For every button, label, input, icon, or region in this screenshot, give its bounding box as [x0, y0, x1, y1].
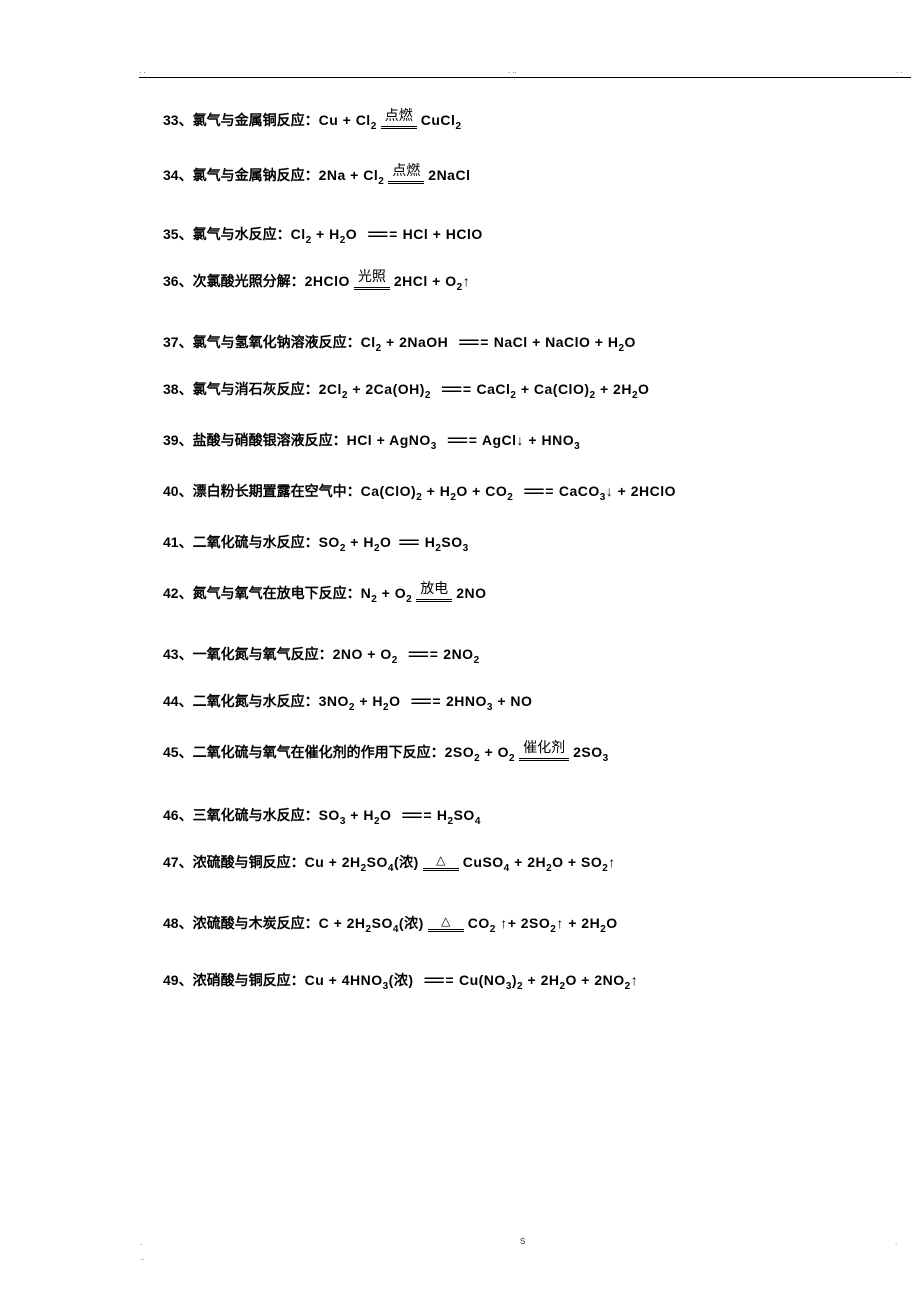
footer-dot-left: . — [140, 1238, 142, 1247]
equation-row: 49、浓硝酸与铜反应：Cu + 4HNO3(浓) ==== Cu(NO3)2 +… — [163, 970, 843, 991]
equation-number: 44、 — [163, 691, 193, 712]
equation-description: 二氧化硫与氧气在催化剂的作用下反应： — [193, 742, 445, 763]
equations-container: 33、氯气与金属铜反应：Cu + Cl2 点燃 CuCl2 34、氯气与金属钠反应… — [163, 110, 843, 1021]
equation-row: 47、浓硫酸与铜反应：Cu + 2H2SO4(浓) △ CuSO4 + 2H2O… — [163, 852, 843, 873]
equation-row: 40、漂白粉长期置露在空气中：Ca(ClO)2 + H2O + CO2 ====… — [163, 481, 843, 502]
equation-row: 39、盐酸与硝酸银溶液反应：HCl + AgNO3 ==== AgCl↓ + H… — [163, 430, 843, 451]
equation-number: 49、 — [163, 970, 193, 991]
equation-number: 47、 — [163, 852, 193, 873]
equation-lhs: Cu + Cl2 — [319, 110, 377, 131]
equation-lhs: 2Na + Cl2 — [319, 165, 385, 186]
equation-description: 漂白粉长期置露在空气中： — [193, 481, 361, 502]
equation-number: 43、 — [163, 644, 193, 665]
equation-description: 盐酸与硝酸银溶液反应： — [193, 430, 347, 451]
equation-formula: Cu + 4HNO3(浓) ==== Cu(NO3)2 + 2H2O + 2NO… — [305, 970, 639, 991]
equation-lhs: 2SO2 + O2 — [445, 742, 516, 763]
equation-number: 46、 — [163, 805, 193, 826]
equation-row: 35、氯气与水反应：Cl2 + H2O ==== HCl + HClO — [163, 224, 843, 245]
footer-dot-right: . — [895, 1238, 897, 1247]
equation-number: 33、 — [163, 110, 193, 131]
equation-number: 36、 — [163, 271, 193, 292]
equation-number: 41、 — [163, 532, 193, 553]
equation-number: 40、 — [163, 481, 193, 502]
equation-row: 42、氮气与氧气在放电下反应：N2 + O2放电 2NO — [163, 583, 843, 604]
equation-description: 氯气与氢氧化钠溶液反应： — [193, 332, 361, 353]
equation-description: 二氧化氮与水反应： — [193, 691, 319, 712]
equation-description: 氯气与金属铜反应： — [193, 110, 319, 131]
equation-row: 36、次氯酸光照分解：2HClO光照 2HCl + O2↑ — [163, 271, 843, 292]
equation-row: 41、二氧化硫与水反应：SO2 + H2O === H2SO3 — [163, 532, 843, 553]
equation-rhs: 2NaCl — [428, 165, 470, 186]
equation-description: 氯气与水反应： — [193, 224, 291, 245]
equation-rhs: 2NO — [456, 583, 486, 604]
equation-number: 35、 — [163, 224, 193, 245]
footer-dots-bottom-left: .. — [140, 1253, 144, 1262]
equation-description: 氯气与金属钠反应： — [193, 165, 319, 186]
equation-rhs: 2SO3 — [573, 742, 609, 763]
equation-rhs: CuSO4 + 2H2O + SO2↑ — [463, 852, 616, 873]
equation-lhs: Cu + 2H2SO4(浓) — [305, 852, 419, 873]
equation-number: 42、 — [163, 583, 193, 604]
equation-description: 次氯酸光照分解： — [193, 271, 305, 292]
equation-description: 浓硫酸与木炭反应： — [193, 913, 319, 934]
equation-description: 二氧化硫与水反应： — [193, 532, 319, 553]
equation-row: 33、氯气与金属铜反应：Cu + Cl2 点燃 CuCl2 — [163, 110, 843, 131]
equation-formula: Cl2 + H2O ==== HCl + HClO — [291, 224, 483, 245]
equation-rhs: CuCl2 — [421, 110, 462, 131]
equation-formula: 2NO + O2 ==== 2NO2 — [333, 644, 480, 665]
equation-description: 氯气与消石灰反应： — [193, 379, 319, 400]
equation-row: 44、二氧化氮与水反应：3NO2 + H2O ==== 2HNO3 + NO — [163, 691, 843, 712]
equation-row: 43、一氧化氮与氧气反应：2NO + O2 ==== 2NO2 — [163, 644, 843, 665]
equation-row: 34、氯气与金属钠反应：2Na + Cl2点燃 2NaCl — [163, 165, 843, 186]
equation-number: 38、 — [163, 379, 193, 400]
equation-formula: Ca(ClO)2 + H2O + CO2 ==== CaCO3↓ + 2HClO — [361, 481, 676, 502]
equation-description: 氮气与氧气在放电下反应： — [193, 583, 361, 604]
equation-rhs: CO2 ↑+ 2SO2↑ + 2H2O — [468, 913, 618, 934]
equation-number: 37、 — [163, 332, 193, 353]
footer-page-marker: s — [520, 1235, 526, 1247]
equation-lhs: N2 + O2 — [361, 583, 413, 604]
header-dots-right: . . — [896, 66, 903, 75]
equation-description: 一氧化氮与氧气反应： — [193, 644, 333, 665]
equation-row: 46、三氧化硫与水反应：SO3 + H2O ==== H2SO4 — [163, 805, 843, 826]
equation-formula: HCl + AgNO3 ==== AgCl↓ + HNO3 — [347, 430, 581, 451]
equation-number: 48、 — [163, 913, 193, 934]
equation-number: 39、 — [163, 430, 193, 451]
equation-lhs: C + 2H2SO4(浓) — [319, 913, 424, 934]
equation-rhs: 2HCl + O2↑ — [394, 271, 470, 292]
equation-row: 45、二氧化硫与氧气在催化剂的作用下反应：2SO2 + O2催化剂 2SO3 — [163, 742, 843, 763]
equation-number: 34、 — [163, 165, 193, 186]
equation-formula: SO3 + H2O ==== H2SO4 — [319, 805, 481, 826]
header-rule — [139, 77, 911, 78]
equation-formula: Cl2 + 2NaOH ==== NaCl + NaClO + H2O — [361, 332, 636, 353]
equation-lhs: 2HClO — [305, 271, 350, 292]
header-dots-mid: . .. — [508, 66, 517, 75]
equation-row: 48、浓硫酸与木炭反应：C + 2H2SO4(浓) △ CO2 ↑+ 2SO2↑… — [163, 913, 843, 934]
equation-formula: SO2 + H2O === H2SO3 — [319, 532, 469, 553]
equation-formula: 3NO2 + H2O ==== 2HNO3 + NO — [319, 691, 533, 712]
header-dots-left: . . — [139, 66, 146, 75]
equation-description: 三氧化硫与水反应： — [193, 805, 319, 826]
equation-formula: 2Cl2 + 2Ca(OH)2 ==== CaCl2 + Ca(ClO)2 + … — [319, 379, 650, 400]
equation-description: 浓硝酸与铜反应： — [193, 970, 305, 991]
equation-number: 45、 — [163, 742, 193, 763]
equation-row: 37、氯气与氢氧化钠溶液反应：Cl2 + 2NaOH ==== NaCl + N… — [163, 332, 843, 353]
equation-row: 38、氯气与消石灰反应：2Cl2 + 2Ca(OH)2 ==== CaCl2 +… — [163, 379, 843, 400]
equation-description: 浓硫酸与铜反应： — [193, 852, 305, 873]
